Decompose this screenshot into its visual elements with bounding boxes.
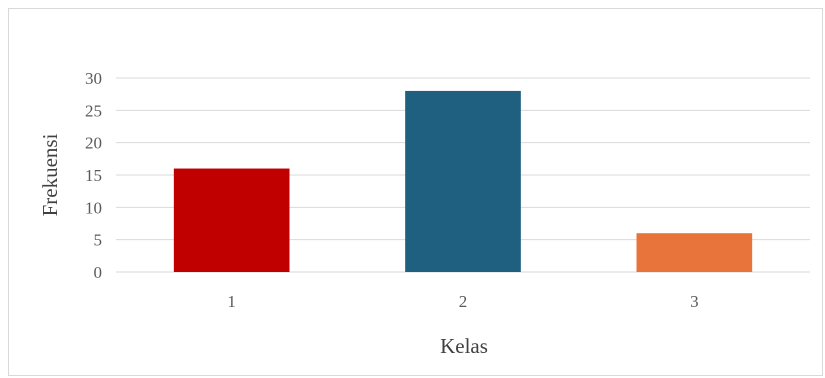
bar-1 [173,168,290,272]
x-axis-ticks: 1 2 3 [227,292,698,311]
y-tick-label: 20 [85,134,102,153]
y-tick-label: 25 [85,101,102,120]
x-tick-label: 3 [690,292,699,311]
bars [173,90,753,272]
bar-2 [405,90,521,272]
x-tick-label: 1 [227,292,236,311]
y-tick-label: 15 [85,166,102,185]
y-tick-label: 30 [85,69,102,88]
bar-3 [636,233,753,272]
y-tick-label: 0 [94,263,103,282]
y-tick-label: 10 [85,198,102,217]
y-axis-title: Frekuensi [38,133,62,216]
y-tick-label: 5 [94,231,103,250]
y-axis-ticks: 0 5 10 15 20 25 30 [85,69,102,282]
x-tick-label: 2 [459,292,468,311]
x-axis-title: Kelas [440,334,488,358]
